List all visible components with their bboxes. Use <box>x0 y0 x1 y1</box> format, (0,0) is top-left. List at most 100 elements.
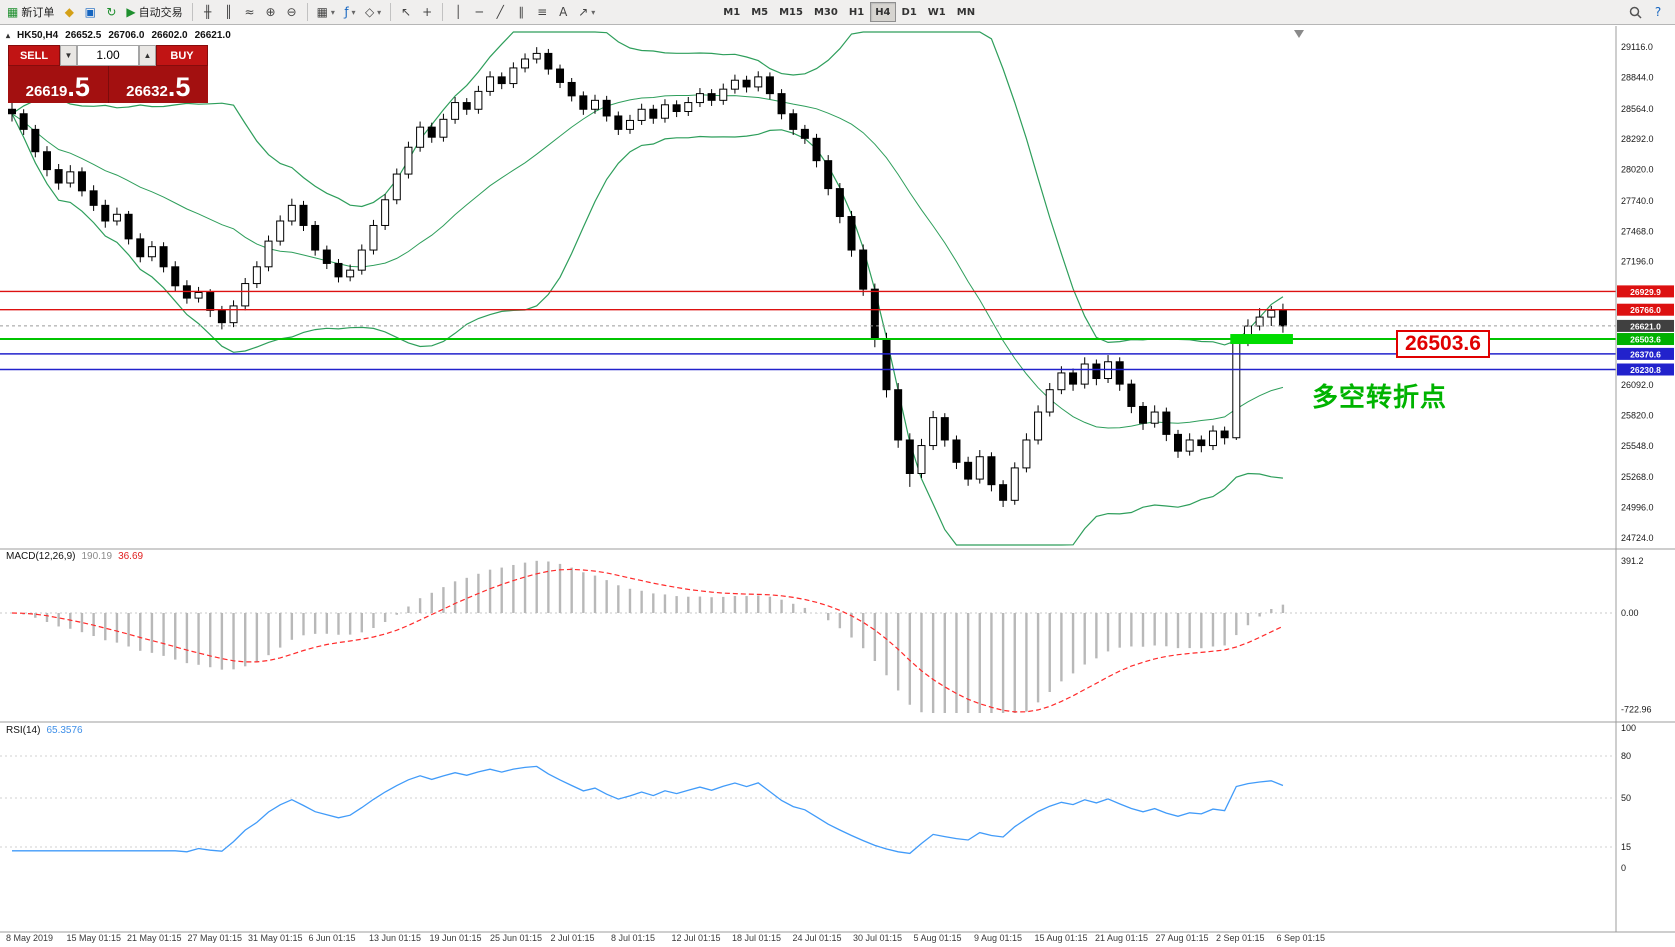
search-icon <box>1629 6 1642 19</box>
candle <box>497 76 506 85</box>
candle <box>1034 411 1043 441</box>
candle <box>812 137 821 162</box>
candle <box>1197 439 1206 447</box>
candle-chart-button[interactable]: ║ <box>219 2 239 22</box>
candle <box>276 220 285 242</box>
volume-up-button[interactable]: ▲ <box>139 45 156 66</box>
candle <box>147 246 156 258</box>
candle <box>381 199 390 226</box>
periods-button[interactable]: ◇ ▾ <box>361 2 385 22</box>
arrow-tool-button[interactable]: ↗ ▾ <box>574 2 599 22</box>
market-watch-button[interactable]: ▣ <box>80 2 100 22</box>
timeframe-h1-button[interactable]: H1 <box>844 2 869 22</box>
crosshair-tool-button[interactable]: + <box>417 2 437 22</box>
line-chart-icon: ≈ <box>244 5 255 19</box>
vertical-line-tool-button[interactable]: │ <box>448 2 468 22</box>
candle <box>1162 411 1171 435</box>
candle <box>474 90 483 110</box>
candle <box>964 461 973 480</box>
channel-tool-button[interactable]: ∥ <box>511 2 531 22</box>
candle <box>695 93 704 104</box>
dropdown-icon: ▾ <box>351 7 356 17</box>
volume-down-button[interactable]: ▼ <box>60 45 77 66</box>
price-axis-tick: 25548.0 <box>1621 441 1654 451</box>
candle <box>42 151 51 171</box>
sell-price[interactable]: 26619.5 <box>25 72 90 103</box>
candle-chart-icon: ║ <box>224 5 233 19</box>
autotrading-button[interactable]: ▶ 自动交易 <box>122 2 186 22</box>
candle <box>486 76 495 92</box>
buy-button[interactable]: BUY <box>156 45 208 66</box>
horizontal-line-icon: ─ <box>475 5 483 19</box>
candle <box>672 104 681 113</box>
price-axis-tick: 28844.0 <box>1621 73 1654 83</box>
new-order-button[interactable]: ▦ 新订单 <box>3 2 58 22</box>
timeframe-m5-button[interactable]: M5 <box>746 2 773 22</box>
new-order-icon: ▦ <box>7 5 19 19</box>
help-button[interactable]: ? <box>1648 2 1668 22</box>
buy-price[interactable]: 26632.5 <box>107 66 209 103</box>
search-button[interactable] <box>1625 2 1646 22</box>
macd-main-value: 190.19 <box>81 551 113 562</box>
market-watch-icon: ▣ <box>84 5 97 19</box>
chart-expand-icon[interactable]: ▴ <box>6 31 11 40</box>
cursor-tool-button[interactable]: ↖ <box>396 2 416 22</box>
fibonacci-tool-button[interactable]: ≡ <box>532 2 552 22</box>
turning-point-annotation[interactable]: 多空转折点 <box>1312 382 1448 412</box>
open-value: 26652.5 <box>65 30 102 41</box>
price-axis-tick: 27196.0 <box>1621 257 1654 267</box>
horizontal-line-tool-button[interactable]: ─ <box>469 2 489 22</box>
zoom-out-button[interactable]: ⊖ <box>282 2 302 22</box>
timeframe-w1-button[interactable]: W1 <box>923 2 951 22</box>
candle <box>299 204 308 226</box>
volume-input[interactable]: 1.00 <box>77 45 139 66</box>
trendline-tool-button[interactable]: ╱ <box>490 2 510 22</box>
text-tool-button[interactable]: A <box>553 2 573 22</box>
bar-chart-button[interactable]: ╫ <box>198 2 218 22</box>
candle <box>252 266 261 285</box>
candle <box>1220 430 1229 439</box>
close-value: 26621.0 <box>194 30 231 41</box>
price-axis-tick: 26092.0 <box>1621 380 1654 390</box>
candle <box>1127 383 1136 407</box>
time-axis-label: 25 Jun 01:15 <box>490 933 542 943</box>
fibonacci-icon: ≡ <box>537 5 548 19</box>
indicators-button[interactable]: ƒ ▾ <box>340 2 360 22</box>
price-axis-tick: 24996.0 <box>1621 502 1654 512</box>
candle <box>369 224 378 251</box>
candle <box>509 67 518 85</box>
highlight-rectangle[interactable] <box>1230 334 1293 345</box>
time-axis-label: 24 Jul 01:15 <box>793 933 842 943</box>
line-chart-button[interactable]: ≈ <box>240 2 260 22</box>
timeframe-mn-button[interactable]: MN <box>952 2 980 22</box>
candle <box>1057 372 1066 391</box>
chart-shift-marker[interactable] <box>1294 30 1304 38</box>
timeframe-m15-button[interactable]: M15 <box>774 2 808 22</box>
bollinger-upper-band <box>11 31 1284 346</box>
zoom-in-button[interactable]: ⊕ <box>261 2 281 22</box>
timeframe-d1-button[interactable]: D1 <box>897 2 922 22</box>
text-tool-icon: A <box>559 5 568 19</box>
candle <box>532 52 541 60</box>
price-axis-tick: 28292.0 <box>1621 134 1654 144</box>
tile-windows-button[interactable]: ▦ ▾ <box>313 2 339 22</box>
level-price-callout[interactable]: 26503.6 <box>1396 330 1490 358</box>
rsi-axis-tick: 15 <box>1621 842 1631 852</box>
timeframe-h4-button[interactable]: H4 <box>870 2 896 22</box>
candle <box>637 108 646 121</box>
candle <box>754 76 763 88</box>
dropdown-icon: ▾ <box>591 7 596 17</box>
timeframe-m1-button[interactable]: M1 <box>718 2 745 22</box>
sell-button[interactable]: SELL <box>8 45 60 66</box>
candle <box>287 204 296 222</box>
timeframe-m30-button[interactable]: M30 <box>809 2 843 22</box>
candle <box>940 417 949 441</box>
price-level-badge-label: 26230.8 <box>1630 365 1661 375</box>
candle <box>882 338 891 391</box>
candle <box>847 216 856 251</box>
candle <box>777 93 786 115</box>
refresh-button[interactable]: ↻ <box>101 2 121 22</box>
bollinger-middle-band <box>11 94 1284 429</box>
profiles-button[interactable]: ◆ <box>59 2 79 22</box>
